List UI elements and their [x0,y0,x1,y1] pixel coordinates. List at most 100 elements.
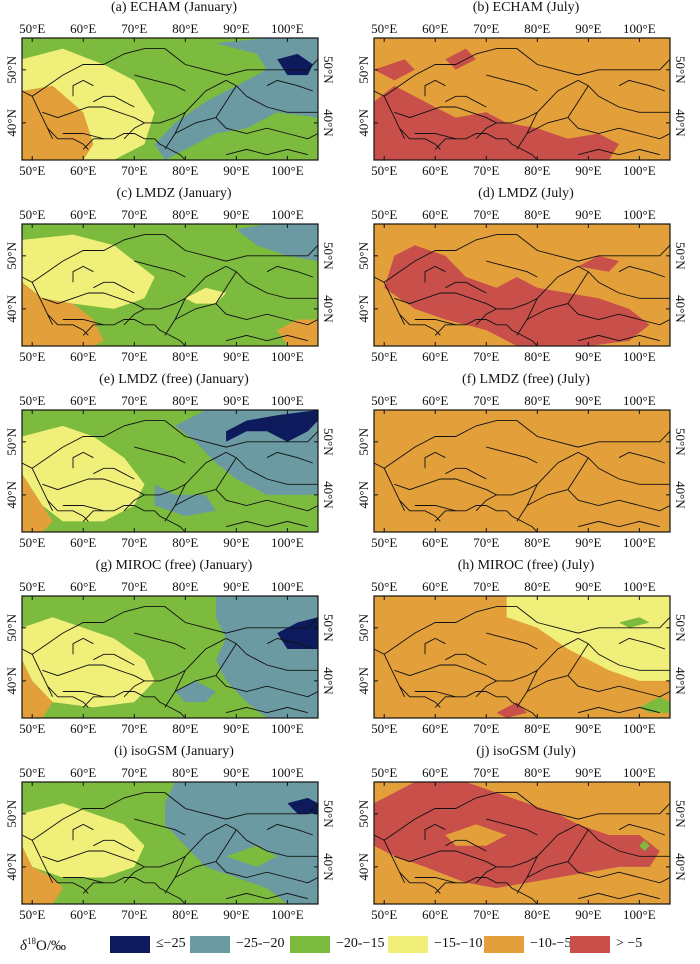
country-border [31,420,318,469]
country-border [62,877,155,884]
lon-tick-label-bottom: 60°E [422,907,448,922]
field-region [506,463,579,490]
country-border [82,138,104,150]
lon-tick-label-bottom: 50°E [19,163,45,178]
lon-tick-label-top: 90°E [223,579,249,594]
country-border [486,632,538,650]
lon-tick-label-bottom: 90°E [223,721,249,736]
legend-label: −10-−5 [530,936,572,951]
lon-tick-label-bottom: 90°E [575,535,601,550]
lon-tick-label-top: 60°E [70,393,96,408]
lon-tick-label-bottom: 100°E [623,721,656,736]
lon-tick-label-top: 100°E [271,207,304,222]
lat-tick-label-left: 40°N [356,480,371,508]
lon-tick-label-top: 90°E [223,207,249,222]
field-region [226,845,278,867]
country-border [215,829,318,884]
lon-tick-label-top: 90°E [575,207,601,222]
country-border [506,138,538,160]
lat-tick-label-left: 50°N [4,427,19,455]
field-region [185,287,227,304]
country-border [47,127,89,150]
country-border [618,79,666,92]
country-border [383,234,670,283]
lon-tick-label-bottom: 70°E [121,907,147,922]
lon-tick-label-top: 60°E [422,21,448,36]
field-region [277,319,318,346]
lat-tick-label-right: 50°N [673,614,688,642]
lon-tick-label-bottom: 90°E [223,907,249,922]
country-border [266,823,314,836]
lat-tick-label-right: 40°N [321,109,336,137]
lon-tick-label-top: 90°E [575,579,601,594]
country-border [434,696,456,708]
lon-tick-label-top: 100°E [623,765,656,780]
lon-tick-label-top: 70°E [121,393,147,408]
field-region [578,255,619,272]
country-border [383,792,670,841]
lon-tick-label-bottom: 100°E [623,907,656,922]
lon-tick-label-top: 60°E [422,207,448,222]
map-svg: 50°E 50°E 60°E 60°E 70°E 70°E 80°E 80°E 90°E 90°E… [356,579,688,736]
field-region [22,659,53,718]
country-border [225,520,308,528]
lat-tick-label-left: 50°N [4,613,19,641]
lon-tick-label-bottom: 80°E [172,349,198,364]
country-border [577,706,660,714]
country-border [62,691,155,698]
lon-tick-label-top: 70°E [121,579,147,594]
field-region [22,48,155,160]
lon-tick-label-bottom: 50°E [19,721,45,736]
lat-tick-label-right: 40°N [321,853,336,881]
map-svg: 50°E 50°E 60°E 60°E 70°E 70°E 80°E 80°E 90°E 90°E… [4,21,336,178]
country-border [394,850,538,868]
country-border [42,292,186,310]
country-border [445,653,487,666]
country-border [506,696,538,718]
country-border [82,882,104,894]
lon-tick-label-bottom: 50°E [19,535,45,550]
map-svg: 50°E 50°E 60°E 60°E 70°E 70°E 80°E 80°E 90°E 90°E… [4,765,336,922]
country-border [266,79,314,92]
country-border [394,478,538,496]
map-field [374,224,670,346]
country-border [154,510,186,532]
country-border [174,303,217,320]
lon-tick-label-top: 100°E [271,393,304,408]
country-border [31,234,318,283]
country-border [424,79,446,97]
field-region [22,85,94,160]
country-border [618,637,666,650]
country-border [445,95,487,108]
lon-tick-label-top: 70°E [473,21,499,36]
lat-tick-label-left: 40°N [4,294,19,322]
field-region [639,840,650,851]
country-border [399,127,441,150]
lon-tick-label-bottom: 80°E [524,535,550,550]
lon-tick-label-bottom: 70°E [473,163,499,178]
field-region [384,245,650,346]
lon-tick-label-bottom: 50°E [371,163,397,178]
lat-tick-label-right: 40°N [673,295,688,323]
country-border [577,334,660,342]
country-border [47,871,89,894]
country-border [225,706,308,714]
map-frame [21,595,319,719]
country-border [516,670,538,708]
country-border [93,839,135,852]
country-border [72,451,94,469]
country-border [445,281,487,294]
lon-tick-label-top: 70°E [473,579,499,594]
lon-tick-label-bottom: 90°E [575,721,601,736]
panel-title: (c) LMDZ (January) [116,186,232,201]
lat-tick-label-left: 40°N [356,294,371,322]
lon-tick-label-top: 70°E [121,21,147,36]
lon-tick-label-top: 90°E [223,393,249,408]
lon-tick-label-bottom: 80°E [172,721,198,736]
lon-tick-label-bottom: 60°E [70,349,96,364]
map-field [22,224,318,346]
country-border [72,823,94,841]
panel-title: (g) MIROC (free) (January) [95,558,253,573]
lon-tick-label-top: 50°E [19,393,45,408]
lon-tick-label-bottom: 90°E [223,535,249,550]
